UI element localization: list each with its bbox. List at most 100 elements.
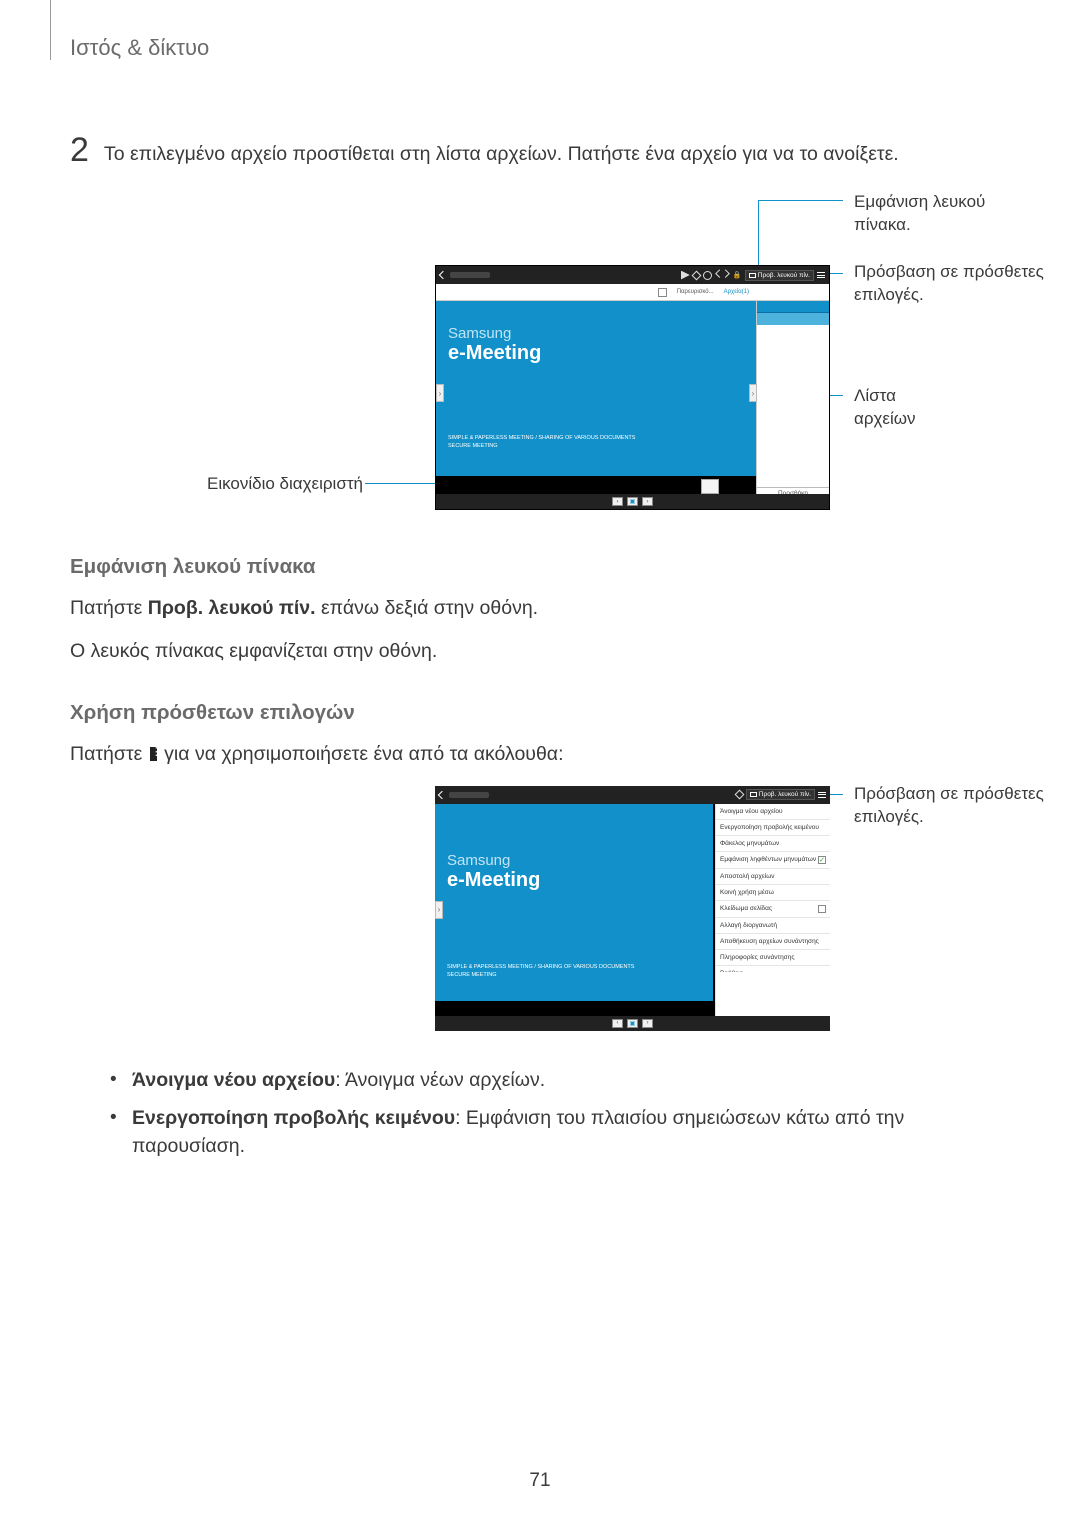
subbar-files: Αρχεία(1) <box>724 289 749 295</box>
next-page-button[interactable]: › <box>642 1019 653 1028</box>
p2-b: για να χρησιμοποιήσετε ένα από τα ακόλου… <box>159 743 564 765</box>
back-icon <box>438 791 446 799</box>
dd-label: Κλείδωμα σελίδας <box>720 905 772 912</box>
p1-c: επάνω δεξιά στην οθόνη. <box>316 597 539 619</box>
blue-panel: Samsung e-Meeting SIMPLE & PAPERLESS MEE… <box>436 301 756 476</box>
redo-icon <box>721 269 729 277</box>
bp-line2: e-Meeting <box>447 869 701 892</box>
bp-sub2: SECURE MEETING <box>447 972 701 980</box>
section-whiteboard-title: Εμφάνιση λευκού πίνακα <box>70 555 1010 579</box>
p1-b: Προβ. λευκού πίν. <box>148 597 316 619</box>
screen-icon <box>749 273 756 278</box>
b1-rest: : Άνοιγμα νέων αρχείων. <box>335 1069 545 1091</box>
page-indicator: ▣ <box>627 497 638 506</box>
dd-label: Αποθήκευση αρχείων συνάντησης <box>720 938 819 945</box>
section-more-p1: Πατήστε για να χρησιμοποιήσετε ένα από τ… <box>70 741 1010 768</box>
next-page-button[interactable]: › <box>642 497 653 506</box>
screenshot-subbar: Παρευρισκό... Αρχεία(1) <box>436 284 829 301</box>
dd-item-changehost[interactable]: Αλλαγή διοργανωτή <box>716 918 830 934</box>
screen-icon <box>750 792 757 797</box>
callout-line <box>758 200 843 201</box>
callout-admin: Εικονίδιο διαχειριστή <box>188 473 363 496</box>
screenshot-2: Προβ. λευκού πίν. Samsung e-Meeting SIMP… <box>435 786 830 1031</box>
section-whiteboard-p1: Πατήστε Προβ. λευκού πίν. επάνω δεξιά στ… <box>70 595 1010 622</box>
eraser-icon <box>703 271 712 280</box>
callout-line <box>758 200 759 273</box>
screenshot-topbar: 🔒 Προβ. λευκού πίν. <box>436 266 829 284</box>
subbar-participants: Παρευρισκό... <box>677 289 714 295</box>
dd-item-received[interactable]: Εμφάνιση ληφθέντων μηνυμάτων✓ <box>716 852 830 869</box>
dd-item-open[interactable]: Άνοιγμα νέου αρχείου <box>716 804 830 820</box>
section-more-title: Χρήση πρόσθετων επιλογών <box>70 701 1010 725</box>
side-panel: Προσθήκη <box>756 301 829 501</box>
dd-item-send[interactable]: Αποστολή αρχείων <box>716 869 830 885</box>
title-blur <box>449 792 489 798</box>
b1-bold: Άνοιγμα νέου αρχείου <box>132 1069 335 1091</box>
page-number: 71 <box>0 1470 1080 1492</box>
pen-icon <box>691 270 701 280</box>
expand-mid-tab[interactable]: › <box>749 384 757 402</box>
dd-label: Πληροφορίες συνάντησης <box>720 954 794 961</box>
bullet-2: Ενεργοποίηση προβολής κειμένου: Εμφάνιση… <box>110 1104 1010 1161</box>
dd-label: Άνοιγμα νέου αρχείου <box>720 808 783 815</box>
check-icon: ✓ <box>818 856 826 864</box>
dd-label: Αλλαγή διοργανωτή <box>720 922 777 929</box>
expand-icon <box>658 288 667 297</box>
figure-2: Πρόσβαση σε πρόσθετες επιλογές. Προβ. λε… <box>240 786 840 1046</box>
step-row: 2 Το επιλεγμένο αρχείο προστίθεται στη λ… <box>70 131 1010 170</box>
step-number: 2 <box>70 131 89 170</box>
bp-sub1: SIMPLE & PAPERLESS MEETING / SHARING OF … <box>447 964 701 972</box>
bullet-1: Άνοιγμα νέου αρχείου: Άνοιγμα νέων αρχεί… <box>110 1066 1010 1094</box>
side-row <box>757 313 829 325</box>
admin-badge <box>701 479 719 494</box>
p1-a: Πατήστε <box>70 597 148 619</box>
blue-panel: Samsung e-Meeting SIMPLE & PAPERLESS MEE… <box>435 804 713 1001</box>
dd-label: Εμφάνιση ληφθέντων μηνυμάτων <box>720 856 816 863</box>
expand-left-tab[interactable]: › <box>435 901 443 919</box>
b2-bold: Ενεργοποίηση προβολής κειμένου <box>132 1107 455 1129</box>
dropdown-menu: Άνοιγμα νέου αρχείου Ενεργοποίηση προβολ… <box>715 804 830 998</box>
dd-item-info[interactable]: Πληροφορίες συνάντησης <box>716 950 830 966</box>
pen-icon <box>734 790 744 800</box>
bullet-list: Άνοιγμα νέου αρχείου: Άνοιγμα νέων αρχεί… <box>70 1066 1010 1161</box>
callout-more-2: Πρόσβαση σε πρόσθετες επιλογές. <box>854 783 1054 829</box>
screenshot-topbar: Προβ. λευκού πίν. <box>435 786 830 804</box>
bottom-bar: ‹ ▣ › <box>436 494 829 509</box>
figure-1: Εμφάνιση λευκού πίνακα. Πρόσβαση σε πρόσ… <box>240 200 840 520</box>
prev-page-button[interactable]: ‹ <box>612 497 623 506</box>
step-text: Το επιλεγμένο αρχείο προστίθεται στη λίσ… <box>104 131 899 170</box>
screenshot-1: 🔒 Προβ. λευκού πίν. Παρευρισκό... Αρχεία… <box>435 265 830 510</box>
whiteboard-button[interactable]: Προβ. λευκού πίν. <box>745 270 814 281</box>
dd-item-share[interactable]: Κοινή χρήση μέσω <box>716 885 830 901</box>
lock-icon: 🔒 <box>733 271 742 280</box>
callout-more: Πρόσβαση σε πρόσθετες επιλογές. <box>854 261 1054 307</box>
dd-label: Ενεργοποίηση προβολής κειμένου <box>720 824 819 831</box>
whiteboard-label: Προβ. λευκού πίν. <box>759 791 811 798</box>
bp-line1: Samsung <box>447 852 701 869</box>
dropdown-blank <box>715 972 830 1016</box>
p2-a: Πατήστε <box>70 743 148 765</box>
page-title: Ιστός & δίκτυο <box>70 35 1010 61</box>
whiteboard-button[interactable]: Προβ. λευκού πίν. <box>746 789 815 800</box>
dd-item-msgfolder[interactable]: Φάκελος μηνυμάτων <box>716 836 830 852</box>
more-icon[interactable] <box>817 271 825 279</box>
bp-sub2: SECURE MEETING <box>448 443 744 451</box>
dd-item-textview[interactable]: Ενεργοποίηση προβολής κειμένου <box>716 820 830 836</box>
expand-left-tab[interactable]: › <box>436 384 444 402</box>
dd-item-lock[interactable]: Κλείδωμα σελίδας ✓ <box>716 901 830 918</box>
bottom-bar: ‹ ▣ › <box>435 1016 830 1031</box>
page-indicator: ▣ <box>627 1019 638 1028</box>
dd-item-save[interactable]: Αποθήκευση αρχείων συνάντησης <box>716 934 830 950</box>
bp-line1: Samsung <box>448 325 744 342</box>
more-icon <box>150 747 157 761</box>
checkbox-empty: ✓ <box>818 905 826 913</box>
back-icon <box>439 271 447 279</box>
bp-line2: e-Meeting <box>448 342 744 365</box>
prev-page-button[interactable]: ‹ <box>612 1019 623 1028</box>
more-icon[interactable] <box>818 791 826 799</box>
pointer-icon <box>681 271 690 280</box>
header-rule <box>50 0 51 60</box>
dd-label: Φάκελος μηνυμάτων <box>720 840 779 847</box>
section-whiteboard-p2: Ο λευκός πίνακας εμφανίζεται στην οθόνη. <box>70 638 1010 665</box>
side-row <box>757 301 829 313</box>
